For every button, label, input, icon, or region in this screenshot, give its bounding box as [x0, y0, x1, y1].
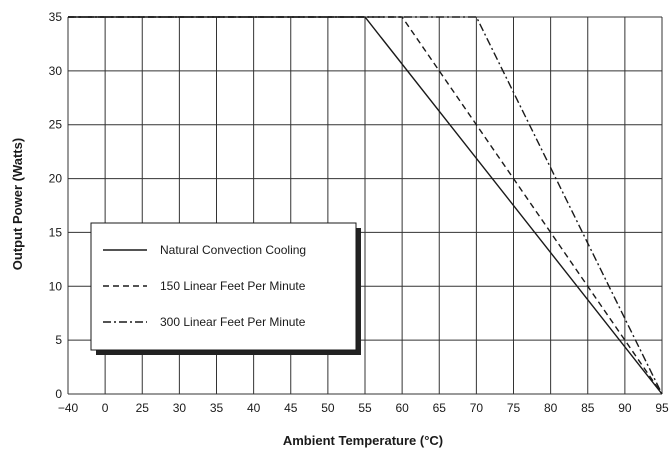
x-tick-label: 35 — [210, 401, 224, 415]
y-tick-label: 0 — [55, 387, 62, 401]
x-tick-label: −40 — [58, 401, 79, 415]
y-tick-label: 10 — [49, 279, 63, 293]
y-axis-title: Output Power (Watts) — [10, 138, 25, 270]
series-line-dashed — [68, 16, 663, 395]
legend: Natural Convection Cooling 150 Linear Fee… — [90, 222, 361, 355]
x-tick-label: 65 — [433, 401, 447, 415]
legend-label: 300 Linear Feet Per Minute — [160, 315, 306, 329]
y-axis-ticks: 0 5 10 15 20 25 30 35 — [49, 10, 63, 401]
legend-label: Natural Convection Cooling — [160, 243, 306, 257]
series-line-dashdot — [68, 16, 663, 395]
x-tick-label: 95 — [655, 401, 669, 415]
y-tick-label: 35 — [49, 10, 63, 24]
x-axis-ticks: −40 0 25 30 35 40 45 50 55 60 65 70 75 80 85 90 95 — [58, 401, 669, 415]
legend-label: 150 Linear Feet Per Minute — [160, 279, 306, 293]
x-tick-label: 0 — [102, 401, 109, 415]
x-tick-label: 90 — [618, 401, 632, 415]
x-tick-label: 45 — [284, 401, 298, 415]
x-tick-label: 60 — [395, 401, 409, 415]
x-tick-label: 75 — [507, 401, 521, 415]
y-tick-label: 20 — [49, 172, 63, 186]
x-tick-label: 25 — [136, 401, 150, 415]
x-tick-label: 50 — [321, 401, 335, 415]
x-tick-label: 70 — [470, 401, 484, 415]
x-tick-label: 55 — [358, 401, 372, 415]
x-tick-label: 80 — [544, 401, 558, 415]
y-tick-label: 15 — [49, 225, 63, 239]
series-lines — [68, 16, 663, 395]
x-tick-label: 40 — [247, 401, 261, 415]
x-axis-title: Ambient Temperature (°C) — [283, 433, 443, 448]
y-tick-label: 25 — [49, 118, 63, 132]
y-tick-label: 30 — [49, 64, 63, 78]
y-tick-label: 5 — [55, 333, 62, 347]
x-tick-label: 85 — [581, 401, 595, 415]
x-tick-label: 30 — [173, 401, 187, 415]
